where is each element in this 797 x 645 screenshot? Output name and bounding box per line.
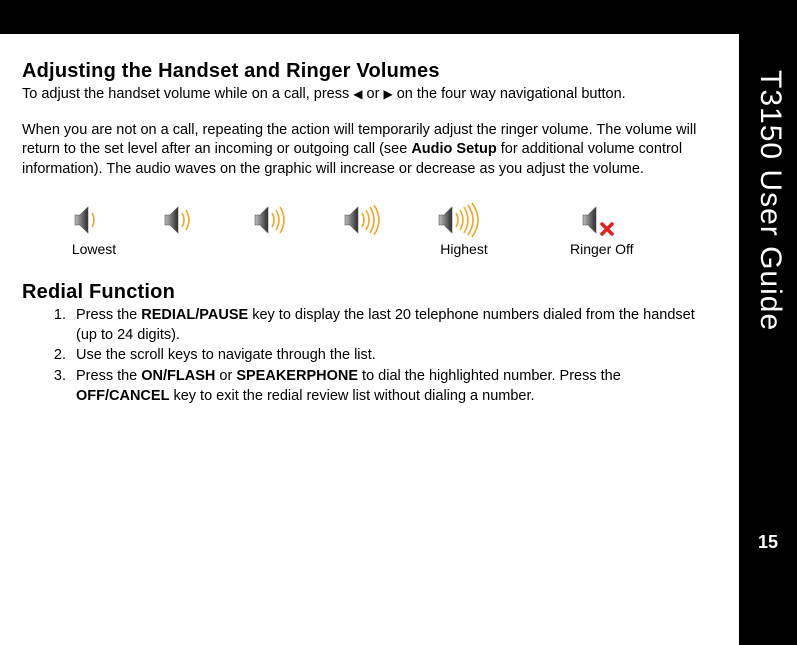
- para-adjust-1: To adjust the handset volume while on a …: [22, 85, 717, 105]
- volume-graphic-row: Lowest: [22, 201, 717, 259]
- speaker-lowest-icon: [66, 201, 122, 239]
- volume-level-5: Highest: [430, 201, 498, 259]
- page-number: 15: [739, 532, 797, 553]
- redial-step-1: Press the REDIAL/PAUSE key to display th…: [70, 306, 717, 345]
- label-lowest: Lowest: [72, 241, 116, 259]
- volume-level-2: [156, 201, 212, 259]
- volume-level-3: [246, 201, 302, 259]
- step3-b1: ON/FLASH: [141, 368, 215, 384]
- volume-ringer-off: Ringer Off: [570, 201, 634, 259]
- step3-mid: or: [215, 368, 236, 384]
- para-adjust-2: When you are not on a call, repeating th…: [22, 121, 717, 180]
- top-black-bar: [0, 0, 797, 34]
- step3-a: Press the: [76, 368, 141, 384]
- redial-section: Redial Function Press the REDIAL/PAUSE k…: [22, 281, 717, 406]
- speaker-4-icon: [336, 201, 396, 239]
- redial-step-3: Press the ON/FLASH or SPEAKERPHONE to di…: [70, 367, 717, 406]
- arrow-left-icon: ◀: [353, 87, 362, 101]
- speaker-highest-icon: [430, 201, 498, 239]
- speaker-3-icon: [246, 201, 302, 239]
- step3-b2: SPEAKERPHONE: [236, 368, 358, 384]
- bold-audio-setup: Audio Setup: [411, 141, 496, 157]
- label-ringer-off: Ringer Off: [570, 241, 634, 259]
- heading-redial: Redial Function: [22, 281, 717, 304]
- para-adjust-1b: on the four way navigational button.: [393, 86, 626, 102]
- label-highest: Highest: [440, 241, 487, 259]
- redial-steps: Press the REDIAL/PAUSE key to display th…: [70, 306, 717, 406]
- heading-adjusting-volumes: Adjusting the Handset and Ringer Volumes: [22, 60, 717, 83]
- guide-title: T3150 User Guide: [753, 70, 787, 331]
- page-content: Adjusting the Handset and Ringer Volumes…: [22, 60, 717, 407]
- step2-a: Use the scroll keys to navigate through …: [76, 347, 376, 363]
- or-word: or: [363, 86, 384, 102]
- speaker-2-icon: [156, 201, 212, 239]
- volume-level-1: Lowest: [66, 201, 122, 259]
- side-black-bar: T3150 User Guide 15: [739, 0, 797, 645]
- arrow-right-icon: ▶: [383, 87, 392, 101]
- speaker-off-icon: [574, 201, 630, 239]
- step3-d: key to exit the redial review list witho…: [169, 388, 534, 404]
- step3-b3: OFF/CANCEL: [76, 388, 169, 404]
- para-adjust-1a: To adjust the handset volume while on a …: [22, 86, 349, 102]
- step3-c: to dial the highlighted number. Press th…: [358, 368, 621, 384]
- step1-a: Press the: [76, 307, 141, 323]
- redial-step-2: Use the scroll keys to navigate through …: [70, 346, 717, 366]
- step1-bold: REDIAL/PAUSE: [141, 307, 248, 323]
- volume-level-4: [336, 201, 396, 259]
